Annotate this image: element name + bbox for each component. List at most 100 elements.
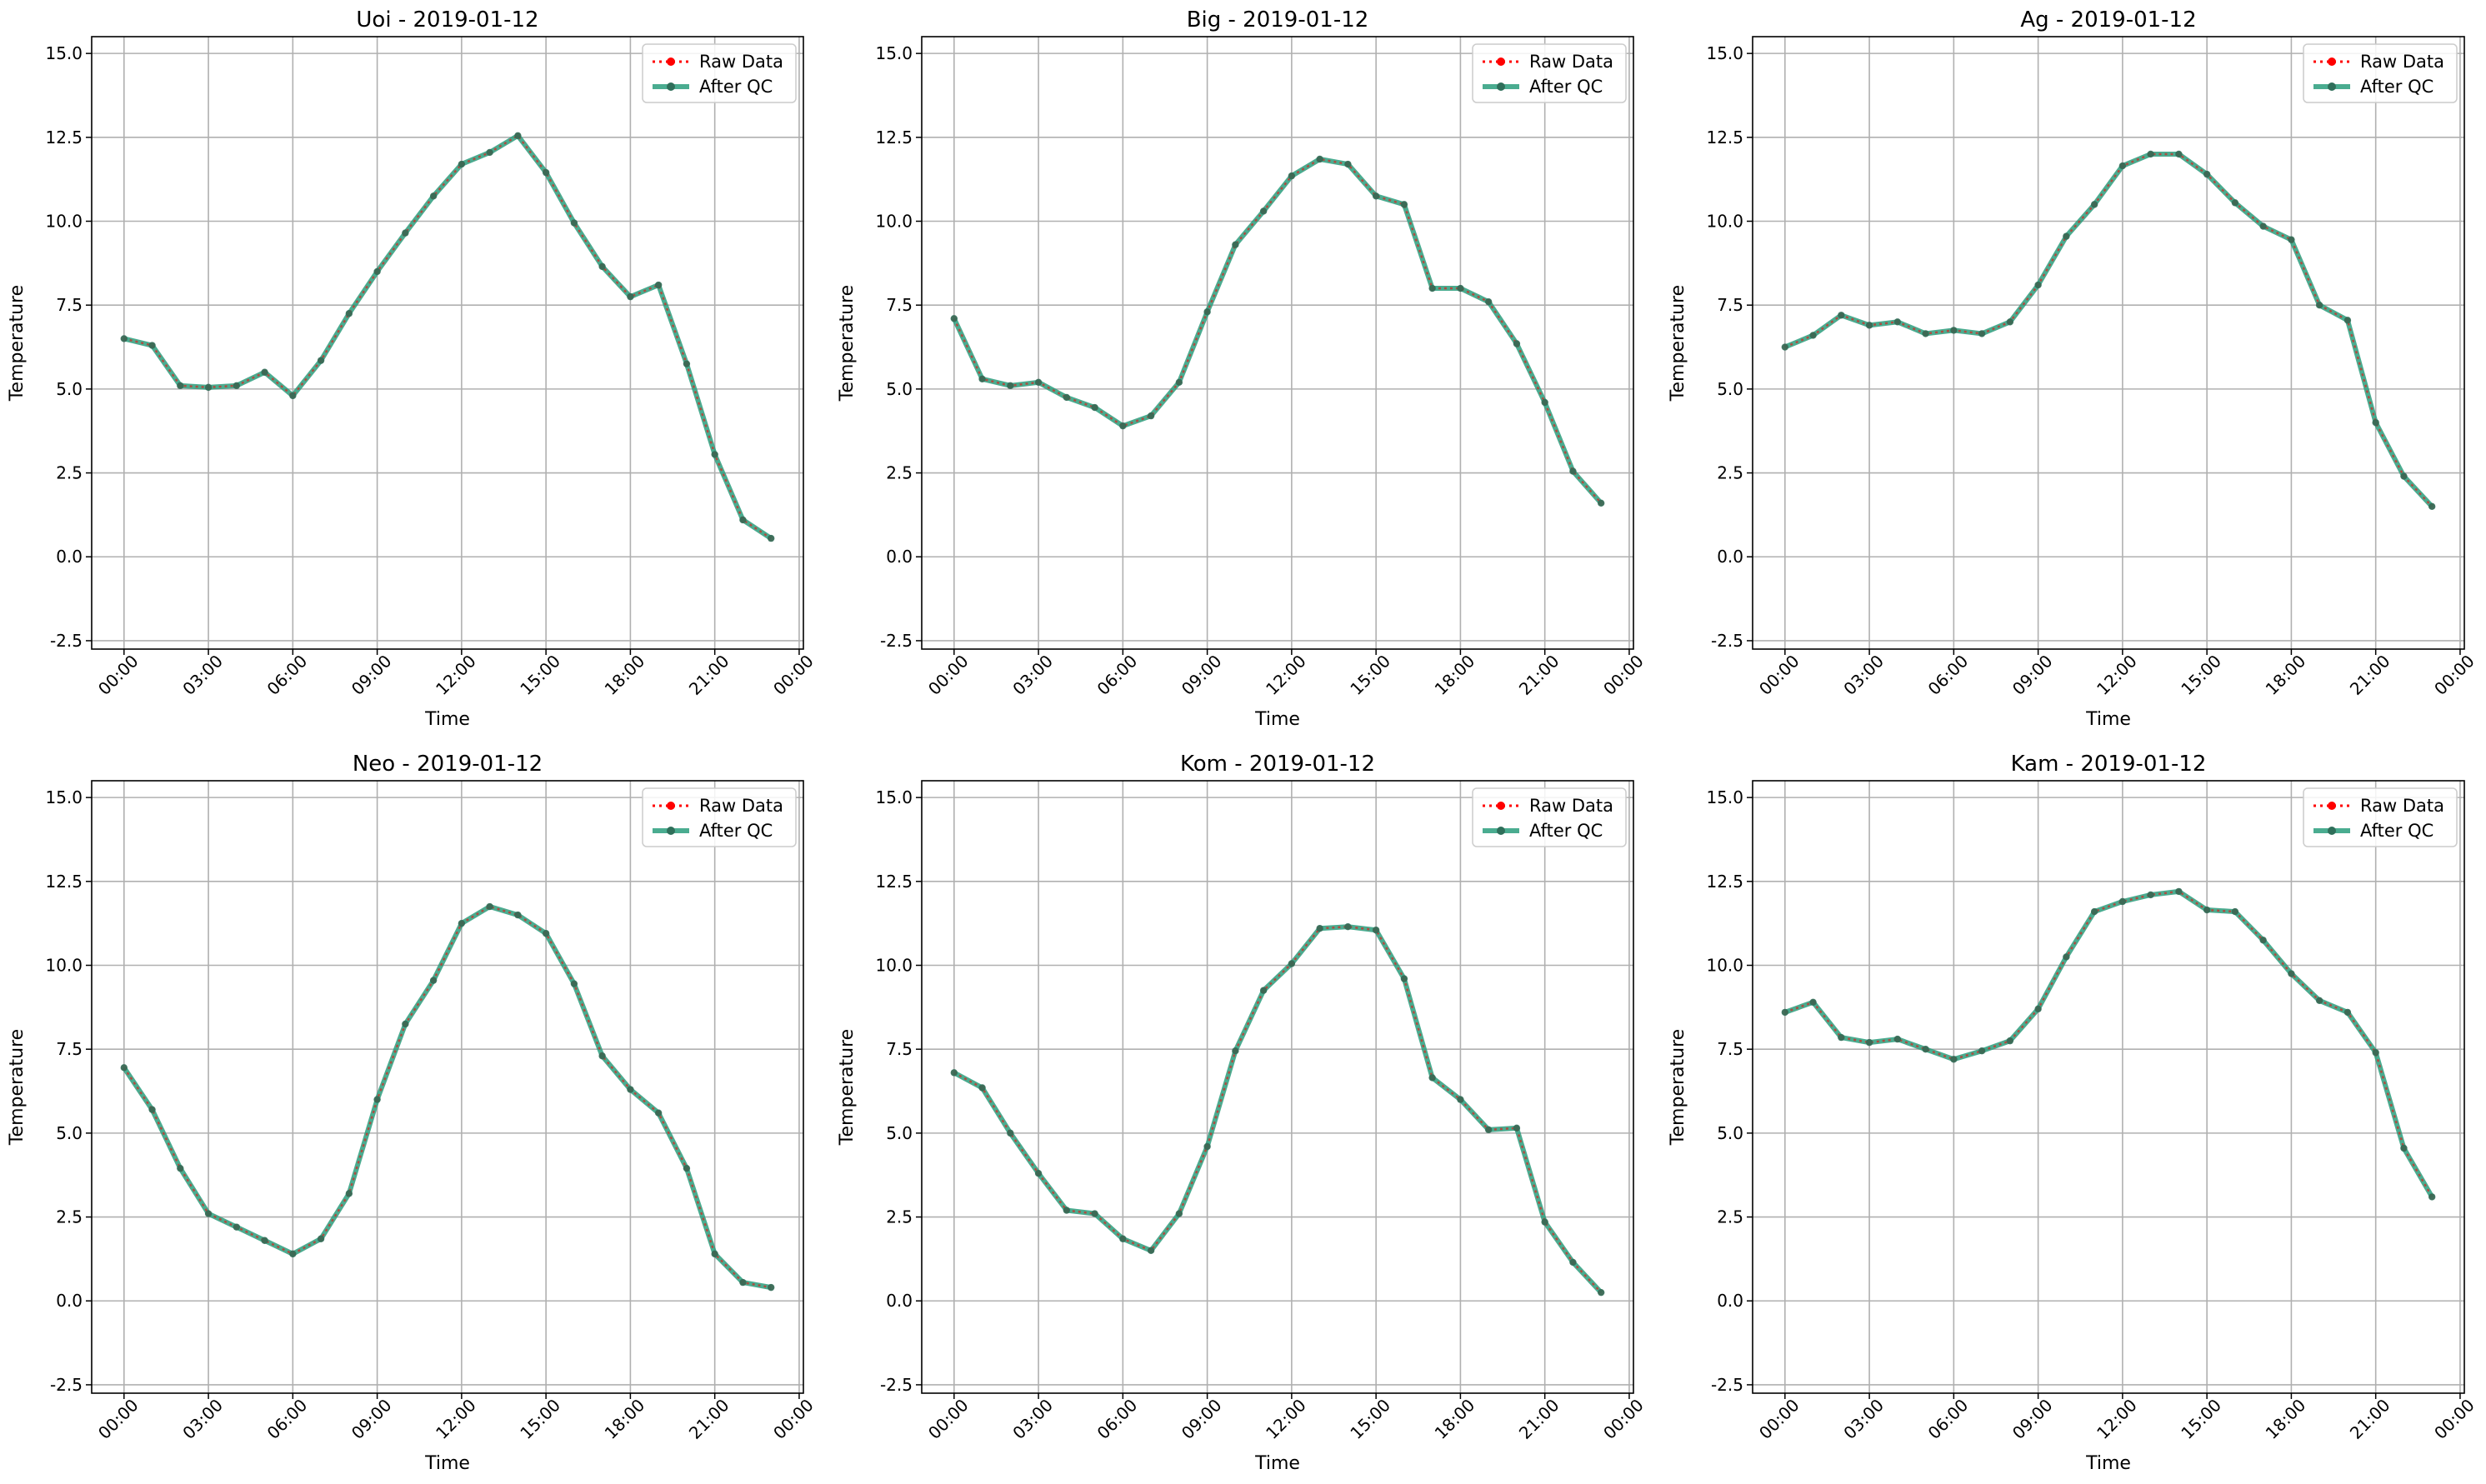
after-qc-data-point xyxy=(204,383,213,392)
legend-qc-marker xyxy=(667,827,675,835)
y-tick-label: 0.0 xyxy=(56,1291,83,1311)
y-tick-label: 15.0 xyxy=(45,43,83,63)
x-tick-label: 06:00 xyxy=(1093,651,1142,699)
after-qc-data-point xyxy=(1119,422,1127,430)
y-tick-label: 5.0 xyxy=(56,1123,83,1143)
legend-raw-marker xyxy=(667,802,675,810)
after-qc-data-point xyxy=(654,281,663,289)
after-qc-data-point xyxy=(2090,201,2098,208)
legend-raw-label: Raw Data xyxy=(1529,796,1613,816)
x-tick-label: 03:00 xyxy=(178,651,227,699)
legend-raw-marker xyxy=(1497,802,1505,810)
legend-qc-label: After QC xyxy=(2360,77,2433,97)
after-qc-data-point xyxy=(1232,241,1239,248)
x-tick-label: 00:00 xyxy=(769,1395,818,1443)
after-qc-data-point xyxy=(204,1210,213,1217)
after-qc-data-point xyxy=(1372,927,1380,934)
after-qc-data-point xyxy=(1316,155,1323,163)
y-tick-label: 0.0 xyxy=(886,1291,913,1311)
plot-frame xyxy=(91,780,804,1394)
legend-qc-marker xyxy=(1497,827,1505,835)
after-qc-data-point xyxy=(2343,1008,2352,1017)
after-qc-data-point xyxy=(683,360,691,367)
after-qc-data-point xyxy=(2315,997,2323,1004)
y-tick-label: 10.0 xyxy=(875,212,913,232)
x-tick-label: 03:00 xyxy=(1008,651,1057,699)
x-tick-label: 03:00 xyxy=(1008,1395,1057,1443)
after-qc-data-point xyxy=(2118,897,2127,906)
x-tick-label: 21:00 xyxy=(685,651,733,699)
chart-title: Neo - 2019-01-12 xyxy=(353,752,543,777)
after-qc-data-point xyxy=(1400,975,1408,982)
x-tick-label: 03:00 xyxy=(178,1395,227,1443)
x-tick-label: 06:00 xyxy=(1093,1395,1142,1443)
series-after-qc-line xyxy=(123,132,773,541)
after-qc-data-point xyxy=(402,1020,409,1028)
series-raw-line xyxy=(123,905,772,1289)
after-qc-data-point xyxy=(1569,467,1577,475)
after-qc-data-point xyxy=(1922,330,1929,337)
grid xyxy=(92,781,803,1393)
y-tick-label: 2.5 xyxy=(56,1207,83,1227)
x-tick-label: 06:00 xyxy=(263,1395,312,1443)
after-qc-data-point xyxy=(2315,301,2323,309)
after-qc-data-point xyxy=(2259,222,2267,230)
after-qc-data-point xyxy=(978,1084,986,1092)
chart-panel-2: 00:00 03:00 06:00 09:00 12:00 15:00 18:00 21:00… xyxy=(837,7,1648,730)
x-tick-label: 18:00 xyxy=(601,1395,649,1443)
after-qc-data-point xyxy=(1175,378,1183,387)
chart-panel-3: 00:00 03:00 06:00 09:00 12:00 15:00 18:00 21:00… xyxy=(1668,7,2478,730)
legend-qc-marker xyxy=(2328,827,2336,835)
after-qc-data-point xyxy=(458,919,466,927)
after-qc-data-point xyxy=(598,1052,606,1060)
x-tick-label: 18:00 xyxy=(2262,1395,2310,1443)
after-qc-data-point xyxy=(148,1106,156,1113)
after-qc-data-point xyxy=(1147,1247,1155,1255)
legend: Raw Data After QC xyxy=(1472,787,1627,847)
x-tick-label: 12:00 xyxy=(2093,1395,2141,1443)
after-qc-data-point xyxy=(2034,281,2042,289)
after-qc-data-point xyxy=(950,315,958,322)
y-tick-label: 0.0 xyxy=(1717,1291,1743,1311)
chart-panel-1: 00:00 03:00 06:00 09:00 12:00 15:00 18:00 21:00… xyxy=(7,7,818,730)
after-qc-data-point xyxy=(2118,162,2127,170)
y-tick-label: 7.5 xyxy=(1717,1039,1743,1059)
legend-qc-label: After QC xyxy=(1529,77,1603,97)
after-qc-data-point xyxy=(2231,907,2239,916)
after-qc-data-point xyxy=(514,132,522,140)
after-qc-data-point xyxy=(739,1278,747,1287)
x-tick-label: 15:00 xyxy=(516,651,564,699)
series-after-qc-line xyxy=(1783,888,2434,1198)
after-qc-data-point xyxy=(978,375,986,382)
after-qc-data-point xyxy=(1922,1045,1929,1053)
after-qc-data-point xyxy=(1457,1096,1464,1103)
after-qc-data-point xyxy=(1865,1038,1873,1047)
after-qc-data-point xyxy=(1809,998,1817,1007)
x-tick-label: 18:00 xyxy=(1431,1395,1479,1443)
x-tick-label: 12:00 xyxy=(1262,1395,1310,1443)
after-qc-data-point xyxy=(1007,382,1014,390)
x-tick-label: 18:00 xyxy=(601,651,649,699)
after-qc-data-point xyxy=(1893,1035,1902,1043)
y-tick-label: 15.0 xyxy=(875,43,913,63)
after-qc-data-point xyxy=(1063,1207,1071,1214)
chart-title: Big - 2019-01-12 xyxy=(1187,7,1369,32)
x-tick-label: 21:00 xyxy=(685,1395,733,1443)
after-qc-data-point xyxy=(177,1164,184,1172)
after-qc-data-point xyxy=(1513,340,1521,347)
after-qc-data-point xyxy=(429,192,438,200)
after-qc-data-point xyxy=(1147,412,1155,420)
y-tick-label: 12.5 xyxy=(875,127,913,147)
after-qc-data-point xyxy=(1978,1047,1986,1055)
after-qc-data-point xyxy=(1344,922,1352,931)
after-qc-data-point xyxy=(1400,201,1408,208)
x-tick-label: 00:00 xyxy=(1755,1395,1803,1443)
after-qc-data-point xyxy=(2006,1037,2014,1045)
after-qc-data-point xyxy=(2203,906,2211,914)
after-qc-data-point xyxy=(542,930,550,937)
chart-panel-6: 00:00 03:00 06:00 09:00 12:00 15:00 18:00 21:00… xyxy=(1668,752,2478,1474)
y-tick-label: 2.5 xyxy=(1717,463,1743,483)
legend: Raw Data After QC xyxy=(642,43,797,103)
after-qc-data-point xyxy=(1428,284,1436,292)
